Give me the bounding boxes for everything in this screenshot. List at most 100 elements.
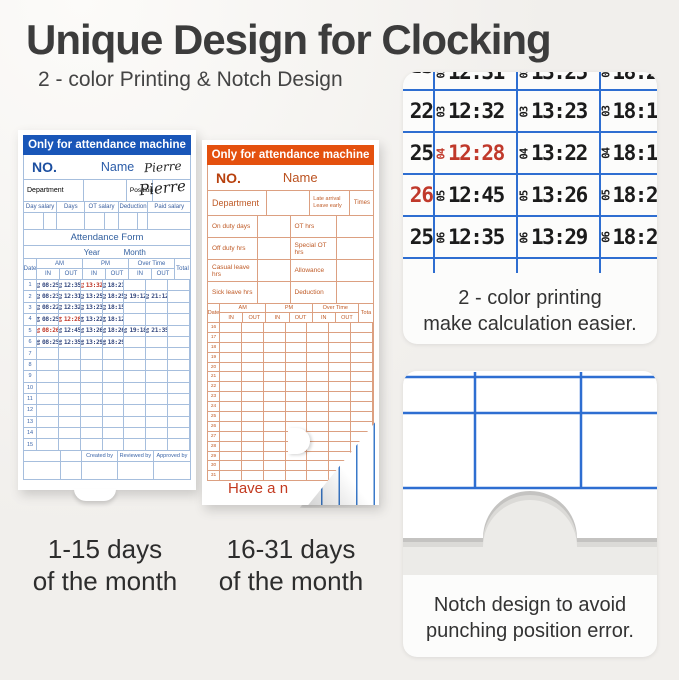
date-cell: 7 (24, 348, 37, 359)
time-stamp: 08:26 (42, 327, 59, 335)
empty-cell (329, 382, 352, 392)
empty-cell (307, 372, 330, 382)
date-cell: 21 (208, 372, 220, 382)
empty-cell (242, 382, 264, 392)
empty-cell (242, 332, 264, 342)
magnified-row: 26 05 12:45 05 13:26 05 18:2 (403, 173, 657, 215)
time-cell: 05 13:26 (516, 175, 599, 215)
time-cell (37, 393, 59, 405)
time-cell (59, 428, 81, 439)
date-cell: 5 (24, 325, 37, 336)
day-code-stamp: 02 (518, 72, 531, 78)
time-stamp: 18:2 (612, 225, 657, 249)
date-cell: 11 (24, 393, 37, 405)
table-row: 15 (24, 438, 191, 450)
day-code-stamp: 04 (518, 148, 531, 160)
time-cell: 04 13:22 (80, 314, 103, 325)
time-cell: 02 08:23 (37, 291, 59, 302)
time-cell: 02 18:25 (103, 291, 125, 302)
time-stamp: 18:15 (107, 304, 125, 312)
partial-time-digits: 25 (409, 141, 434, 165)
table-row: 8 (24, 358, 191, 371)
times-label: Times (353, 200, 370, 206)
date-cell: 23 (208, 392, 220, 402)
time-cell: 04 18:12 (103, 314, 125, 325)
time-stamp: 13:29 (531, 225, 588, 249)
empty-cell (329, 362, 352, 372)
table-row: 18 (208, 341, 374, 352)
time-cell (59, 348, 81, 359)
approved-by-label: Approved by (156, 452, 188, 459)
total-cell (168, 336, 191, 348)
empty-cell (307, 431, 330, 441)
time-stamp: 18:1 (612, 141, 657, 165)
date-cell: 24 (208, 402, 220, 412)
time-cell: 01 12:35 (58, 280, 81, 291)
time-cell (59, 416, 81, 428)
time-cell: 05 12:45 (433, 175, 516, 215)
time-stamp: 18:2 (612, 183, 657, 207)
time-stamp: 19:18 (129, 327, 147, 335)
sick-leave-hrs-label: Sick leave hrs (208, 282, 258, 303)
empty-cell (220, 451, 242, 461)
date-cell: 20 (208, 362, 220, 372)
empty-cell (307, 402, 330, 412)
time-stamp: 12:31 (448, 72, 505, 84)
time-cell (146, 428, 169, 439)
day-code-stamp: 05 (80, 327, 86, 334)
year-label: Year (83, 248, 100, 257)
day-code-stamp: 01 (58, 282, 64, 288)
empty-cell (220, 382, 242, 392)
table-row: 19 (208, 351, 374, 362)
date-cell: 29 (208, 451, 220, 461)
time-stamp: 12:32 (63, 304, 81, 312)
time-cell (37, 371, 59, 382)
total-cell (351, 412, 374, 421)
total-cell (351, 342, 374, 352)
time-stamp: 08:23 (42, 293, 59, 301)
time-cell (37, 405, 59, 416)
magnified-row: 25 04 12:28 04 13:22 04 18:1 (403, 131, 657, 173)
day-code-stamp: 04 (435, 148, 448, 160)
empty-cell (220, 372, 242, 382)
time-stamp: 21:12 (151, 293, 169, 301)
table-row: 16 (208, 322, 374, 332)
day-code-stamp: 06 (435, 232, 448, 244)
date-cell: 22 (208, 382, 220, 392)
empty-cell (242, 421, 264, 431)
table-row: 20 (208, 361, 374, 372)
empty-cell (329, 402, 352, 412)
day-code-stamp: 04 (37, 316, 42, 322)
empty-cell (220, 412, 242, 421)
paid-salary-label: Paid salary (154, 204, 185, 210)
empty-cell (242, 461, 264, 471)
day-code-stamp: 05 (102, 327, 108, 334)
empty-cell (242, 362, 264, 372)
table-row: 4 04 08:25 04 12:28 04 13:22 04 18:12 (24, 313, 191, 325)
time-cell: 04 13:22 (516, 133, 599, 173)
day-code-stamp: 05 (518, 190, 531, 202)
time-cell (59, 371, 81, 382)
empty-cell (220, 431, 242, 441)
empty-cell (242, 431, 264, 441)
time-stamp: 13:25 (85, 293, 103, 301)
date-cell: 4 (24, 314, 37, 325)
time-cell (124, 314, 147, 325)
time-cell (81, 382, 103, 393)
time-cell (81, 439, 103, 450)
date-cell: 6 (24, 336, 37, 348)
day-code-stamp: 02 (435, 72, 448, 78)
late-arrival-leave-early: Late arrival Leave early (310, 191, 350, 215)
table-row: 23 (208, 391, 374, 402)
time-cell (146, 416, 169, 428)
time-cell (37, 428, 59, 439)
day-code-stamp: 04 (80, 316, 86, 322)
orange-card-caption: 16-31 days of the month (218, 534, 364, 596)
time-cell (59, 382, 81, 393)
empty-cell (329, 323, 352, 332)
blue-time-rows: 1 01 08:25 01 12:35 01 13:32 01 18:21 2 02 08:23 02 1… (24, 279, 191, 450)
time-cell: 05 18:2 (599, 175, 657, 215)
empty-cell (286, 421, 308, 431)
empty-cell (307, 323, 330, 332)
